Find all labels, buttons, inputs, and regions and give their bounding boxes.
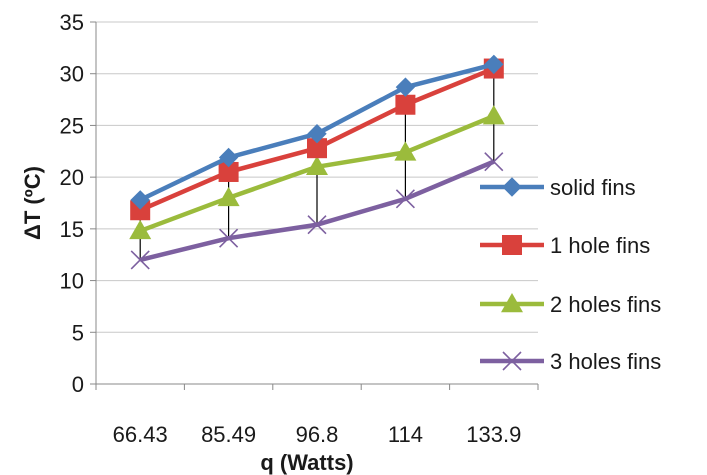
legend-label: 2 holes fins (550, 292, 661, 317)
axes (95, 22, 539, 390)
y-axis-title: ΔT (ºC) (20, 166, 45, 240)
gridlines (90, 21, 538, 385)
x-axis-title: q (Watts) (260, 450, 353, 475)
data-point (394, 141, 417, 161)
y-tick-labels: 0 5 10 15 20 25 30 35 (60, 10, 84, 397)
y-tick-label: 5 (72, 320, 84, 345)
data-point (130, 200, 151, 221)
legend-item: 1 hole fins (480, 233, 650, 258)
x-tick-label: 85.49 (201, 422, 256, 447)
data-point (307, 138, 327, 159)
data-point (217, 186, 240, 207)
legend-marker (501, 293, 523, 313)
series-2-holes-fins (129, 105, 505, 240)
legend: solid fins 1 hole fins 2 holes fins 3 holes… (480, 175, 661, 374)
legend-label: 1 hole fins (550, 233, 650, 258)
data-point (395, 77, 416, 97)
y-tick-label: 25 (60, 113, 84, 138)
series-solid-fins (130, 54, 504, 210)
legend-item: 2 holes fins (480, 292, 661, 317)
y-tick-label: 15 (60, 217, 84, 242)
data-point (307, 215, 327, 235)
legend-marker (502, 235, 522, 255)
data-point (395, 94, 416, 115)
legend-label: 3 holes fins (550, 349, 661, 374)
y-tick-label: 30 (60, 62, 84, 87)
legend-item: 3 holes fins (480, 349, 661, 374)
data-point (130, 250, 150, 270)
legend-label: solid fins (550, 175, 636, 200)
x-tick-label: 133.9 (466, 422, 521, 447)
data-point (219, 228, 239, 248)
legend-item: solid fins (480, 175, 636, 200)
y-tick-label: 10 (60, 269, 84, 294)
data-point (482, 105, 505, 125)
x-tick-label: 96.8 (296, 422, 339, 447)
data-point (306, 155, 328, 176)
data-point (129, 219, 152, 240)
series-group (129, 54, 505, 270)
y-tick-label: 20 (60, 165, 84, 190)
data-point (130, 190, 150, 210)
legend-marker (502, 177, 522, 197)
series-3-holes-fins (130, 152, 504, 270)
data-point (484, 54, 504, 75)
legend-marker (502, 351, 522, 371)
y-tick-label: 35 (60, 10, 84, 35)
x-tick-label: 66.43 (113, 422, 168, 447)
y-tick-label: 0 (72, 372, 84, 397)
data-point (218, 161, 239, 182)
x-tick-labels: 66.43 85.49 96.8 114 133.9 (113, 422, 522, 447)
x-tick-label: 114 (388, 422, 423, 447)
data-point (395, 189, 415, 209)
data-point (307, 123, 327, 144)
data-point (218, 147, 239, 168)
data-point (484, 152, 504, 172)
